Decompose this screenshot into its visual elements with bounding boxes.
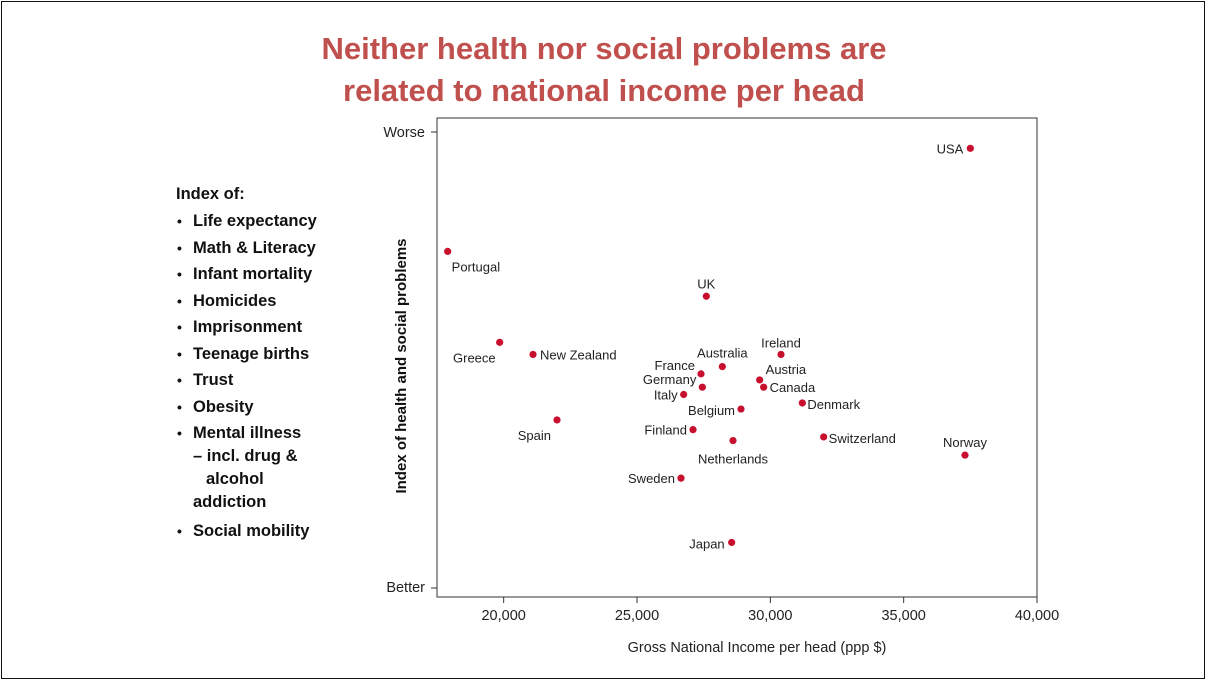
point-label-austria: Austria bbox=[766, 362, 807, 377]
point-japan bbox=[728, 538, 736, 547]
legend-subitem-alcohol: alcohol bbox=[206, 469, 264, 488]
point-ireland bbox=[777, 350, 785, 359]
y-label-better: Better bbox=[386, 580, 425, 596]
point-netherlands bbox=[729, 436, 737, 445]
point-uk bbox=[702, 292, 710, 300]
point-switzerland bbox=[820, 433, 828, 441]
legend-item-social-mobility: Social mobility bbox=[176, 518, 317, 545]
points-group: USA Portugal UK Greece New Zealand Ireland Aus… bbox=[444, 141, 988, 551]
point-label-canada: Canada bbox=[770, 380, 816, 395]
legend-subitem-addiction: addiction bbox=[193, 492, 267, 511]
point-canada bbox=[760, 383, 768, 391]
legend-item-life-expectancy: Life expectancy bbox=[176, 208, 317, 235]
point-denmark bbox=[798, 399, 806, 407]
point-label-ireland: Ireland bbox=[761, 335, 801, 350]
plot-area bbox=[436, 117, 1038, 598]
point-norway bbox=[961, 451, 969, 459]
point-belgium bbox=[737, 405, 745, 413]
point-label-japan: Japan bbox=[689, 536, 724, 551]
point-label-italy: Italy bbox=[654, 387, 678, 402]
title-line-1: Neither health nor social problems are bbox=[321, 31, 887, 66]
point-france bbox=[697, 370, 705, 378]
point-label-denmark: Denmark bbox=[807, 397, 860, 412]
point-label-spain: Spain bbox=[518, 428, 551, 443]
point-label-switzerland: Switzerland bbox=[829, 431, 896, 446]
x-axis-label: Gross National Income per head (ppp $) bbox=[628, 640, 887, 656]
point-label-belgium: Belgium bbox=[688, 403, 735, 418]
point-italy bbox=[680, 390, 688, 399]
point-germany bbox=[698, 383, 706, 391]
point-label-germany: Germany bbox=[643, 372, 697, 387]
point-usa bbox=[966, 144, 974, 152]
legend-item-homicides: Homicides bbox=[176, 288, 317, 315]
title-line-2: related to national income per head bbox=[343, 73, 865, 108]
legend-header: Index of: bbox=[176, 185, 245, 203]
point-australia bbox=[718, 362, 726, 371]
x-tick-label: 35,000 bbox=[881, 608, 925, 624]
point-label-new-zealand: New Zealand bbox=[540, 347, 617, 362]
point-label-greece: Greece bbox=[453, 350, 496, 365]
legend-item-imprisonment: Imprisonment bbox=[176, 314, 317, 341]
point-label-australia: Australia bbox=[697, 346, 748, 361]
legend-item-teenage-births: Teenage births bbox=[176, 341, 317, 368]
point-label-usa: USA bbox=[937, 141, 964, 156]
point-label-norway: Norway bbox=[943, 435, 988, 450]
legend-subitem-drug: – incl. drug & bbox=[193, 446, 298, 465]
y-axis-label: Index of health and social problems bbox=[393, 238, 410, 493]
point-label-france: France bbox=[655, 358, 695, 373]
point-portugal bbox=[444, 247, 452, 255]
legend-item-math-literacy: Math & Literacy bbox=[176, 235, 317, 262]
point-label-portugal: Portugal bbox=[452, 259, 501, 274]
axes-group: 20,000 25,000 30,000 35,000 40,000 bbox=[431, 131, 1059, 624]
point-spain bbox=[553, 416, 561, 424]
index-legend: Index of: Life expectancy Math & Literac… bbox=[176, 185, 317, 544]
legend-list-tail: Social mobility bbox=[176, 518, 317, 545]
point-label-uk: UK bbox=[697, 276, 715, 291]
point-label-sweden: Sweden bbox=[628, 471, 675, 486]
x-tick-label: 30,000 bbox=[748, 608, 792, 624]
x-tick-label: 25,000 bbox=[615, 608, 659, 624]
point-new-zealand bbox=[529, 350, 537, 359]
slide-title: Neither health nor social problems are r… bbox=[0, 28, 1208, 112]
point-austria bbox=[756, 376, 764, 384]
y-label-worse: Worse bbox=[383, 125, 425, 141]
legend-list: Life expectancy Math & Literacy Infant m… bbox=[176, 208, 317, 447]
point-label-finland: Finland bbox=[644, 423, 687, 438]
point-finland bbox=[689, 426, 697, 434]
point-sweden bbox=[677, 474, 685, 482]
legend-item-obesity: Obesity bbox=[176, 394, 317, 421]
point-greece bbox=[496, 338, 504, 346]
point-label-netherlands: Netherlands bbox=[698, 452, 769, 467]
legend-item-trust: Trust bbox=[176, 367, 317, 394]
legend-item-infant-mortality: Infant mortality bbox=[176, 261, 317, 288]
x-tick-label: 20,000 bbox=[481, 608, 525, 624]
x-tick-label: 40,000 bbox=[1015, 608, 1059, 624]
legend-item-mental-illness: Mental illness bbox=[176, 420, 317, 447]
